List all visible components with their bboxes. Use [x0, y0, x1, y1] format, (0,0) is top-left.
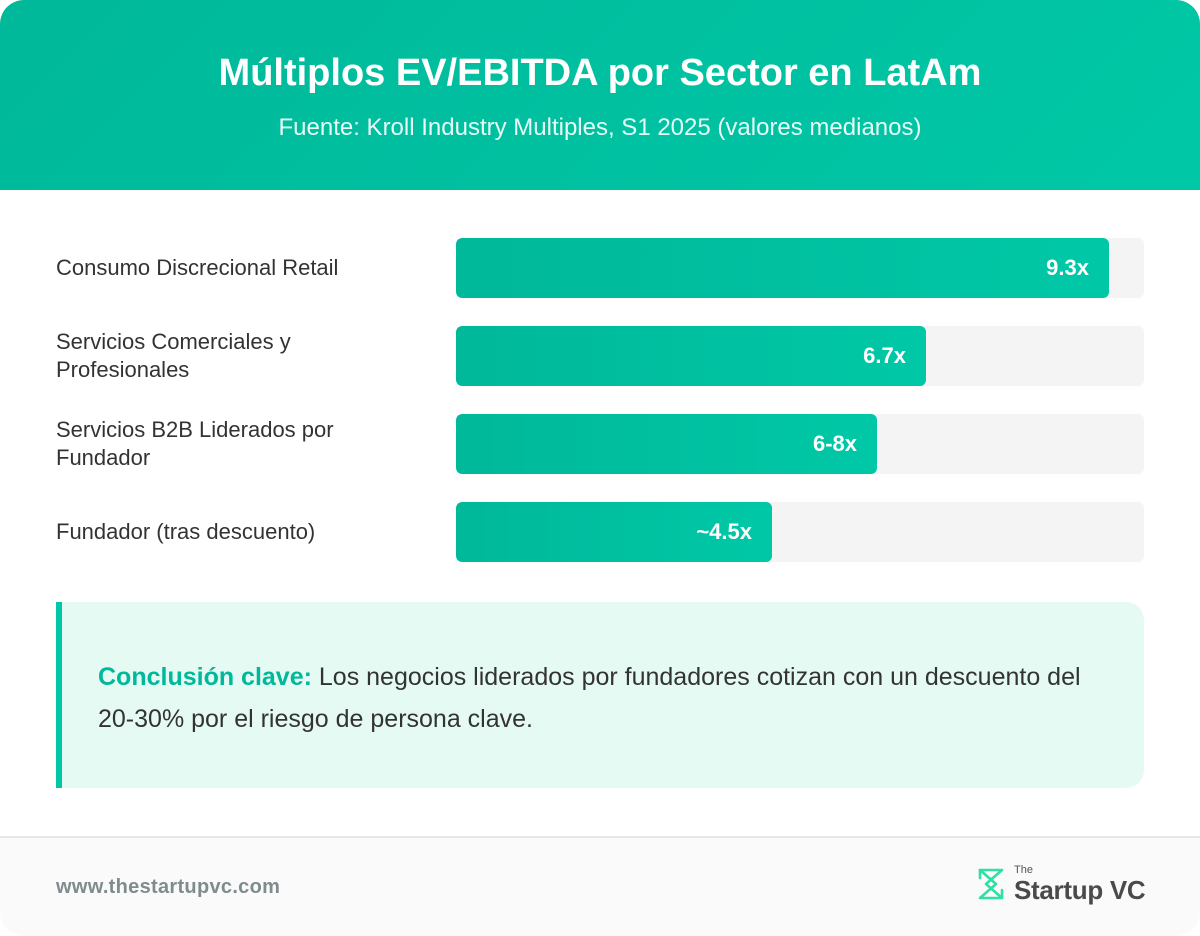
- header-banner: Múltiplos EV/EBITDA por Sector en LatAm …: [0, 0, 1200, 190]
- chart-row: Fundador (tras descuento) ~4.5x: [56, 502, 1144, 562]
- bar-value-label: 6-8x: [812, 431, 857, 456]
- page-title: Múltiplos EV/EBITDA por Sector en LatAm: [218, 52, 982, 94]
- footer-url[interactable]: www.thestartupvc.com: [56, 876, 281, 898]
- brand-logo: The Startup VC: [974, 864, 1146, 908]
- category-label: Servicios Comerciales y Profesionales: [56, 329, 291, 382]
- bar-value-label: 9.3x: [1046, 255, 1089, 280]
- bar: 6.7x: [456, 326, 926, 386]
- conclusion-text: Conclusión clave: Los negocios liderados…: [98, 656, 1098, 740]
- logo-the-text: The: [1014, 864, 1033, 876]
- chart-row: Consumo Discrecional Retail 9.3x: [56, 238, 1144, 298]
- chart-row: Servicios Comerciales y Profesionales 6.7…: [56, 326, 1144, 386]
- conclusion-box: Conclusión clave: Los negocios liderados…: [56, 602, 1144, 788]
- category-label: Consumo Discrecional Retail: [56, 255, 339, 280]
- bar-value-label: ~4.5x: [696, 519, 752, 544]
- bar: 6-8x: [456, 414, 877, 474]
- conclusion-body: Los negocios liderados por fundadores co…: [98, 663, 1081, 733]
- bar: ~4.5x: [456, 502, 772, 562]
- bar-track: 6.7x: [456, 326, 1144, 386]
- bar-value-label: 6.7x: [863, 343, 906, 368]
- chart-row: Servicios B2B Liderados por Fundador 6-8x: [56, 414, 1144, 474]
- conclusion-label: Conclusión clave:: [98, 663, 312, 691]
- category-label: Fundador (tras descuento): [56, 519, 316, 544]
- bar-track: 9.3x: [456, 238, 1144, 298]
- category-label: Servicios B2B Liderados por Fundador: [56, 417, 334, 470]
- logo-name-text: Startup VC: [1014, 875, 1146, 905]
- footer: www.thestartupvc.com The Startup VC: [0, 836, 1200, 936]
- bar-track: 6-8x: [456, 414, 1144, 474]
- bar-track: ~4.5x: [456, 502, 1144, 562]
- bar: 9.3x: [456, 238, 1109, 298]
- hexagon-x-logo-icon: [978, 868, 1004, 900]
- page-subtitle: Fuente: Kroll Industry Multiples, S1 202…: [278, 114, 922, 141]
